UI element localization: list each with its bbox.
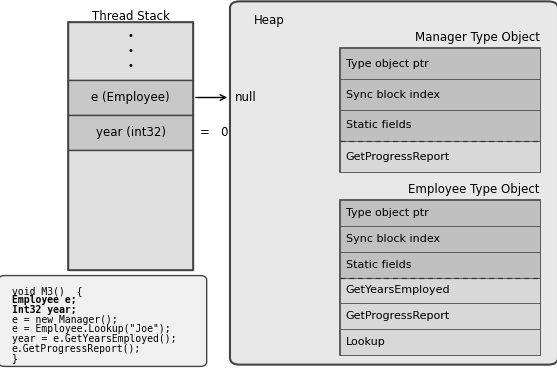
Bar <box>340 110 540 141</box>
Bar <box>340 79 540 110</box>
Text: e.GetProgressReport();: e.GetProgressReport(); <box>12 344 141 354</box>
Bar <box>340 252 540 277</box>
Text: Type object ptr: Type object ptr <box>345 59 428 69</box>
Text: Employee e;: Employee e; <box>12 296 76 306</box>
Bar <box>68 22 193 270</box>
Bar <box>340 303 540 329</box>
Bar <box>68 80 193 115</box>
Bar <box>340 141 540 172</box>
Text: =   0: = 0 <box>200 126 228 139</box>
Bar <box>340 48 540 79</box>
Text: null: null <box>235 91 257 104</box>
Text: Lookup: Lookup <box>345 337 385 347</box>
Text: Sync block index: Sync block index <box>345 90 439 100</box>
Bar <box>340 200 540 226</box>
Bar <box>340 329 540 355</box>
FancyBboxPatch shape <box>230 1 557 365</box>
Text: GetProgressReport: GetProgressReport <box>345 311 450 321</box>
Bar <box>340 48 540 172</box>
Bar <box>340 277 540 303</box>
Bar <box>68 115 193 150</box>
Text: Thread Stack: Thread Stack <box>91 10 169 23</box>
Text: •: • <box>128 61 134 71</box>
Bar <box>68 22 193 80</box>
Text: Heap: Heap <box>254 14 285 27</box>
Text: }: } <box>12 354 18 363</box>
Text: •: • <box>128 31 134 41</box>
Bar <box>340 200 540 355</box>
Text: e = new Manager();: e = new Manager(); <box>12 315 118 325</box>
Text: Static fields: Static fields <box>345 259 411 270</box>
Bar <box>340 226 540 252</box>
Text: Manager Type Object: Manager Type Object <box>415 31 540 44</box>
Text: e (Employee): e (Employee) <box>91 91 170 104</box>
FancyBboxPatch shape <box>0 276 207 366</box>
Text: Sync block index: Sync block index <box>345 234 439 244</box>
Text: e = Employee.Lookup("Joe");: e = Employee.Lookup("Joe"); <box>12 324 170 334</box>
Text: year (int32): year (int32) <box>95 126 165 139</box>
Text: Type object ptr: Type object ptr <box>345 208 428 218</box>
Text: •: • <box>128 46 134 56</box>
Text: GetProgressReport: GetProgressReport <box>345 152 450 162</box>
Text: Employee Type Object: Employee Type Object <box>408 183 540 196</box>
Text: year = e.GetYearsEmployed();: year = e.GetYearsEmployed(); <box>12 334 176 344</box>
Text: Static fields: Static fields <box>345 121 411 131</box>
Text: Int32 year;: Int32 year; <box>12 305 76 315</box>
Text: void M3()  {: void M3() { <box>12 286 82 296</box>
Text: GetYearsEmployed: GetYearsEmployed <box>345 285 450 296</box>
Bar <box>68 150 193 270</box>
